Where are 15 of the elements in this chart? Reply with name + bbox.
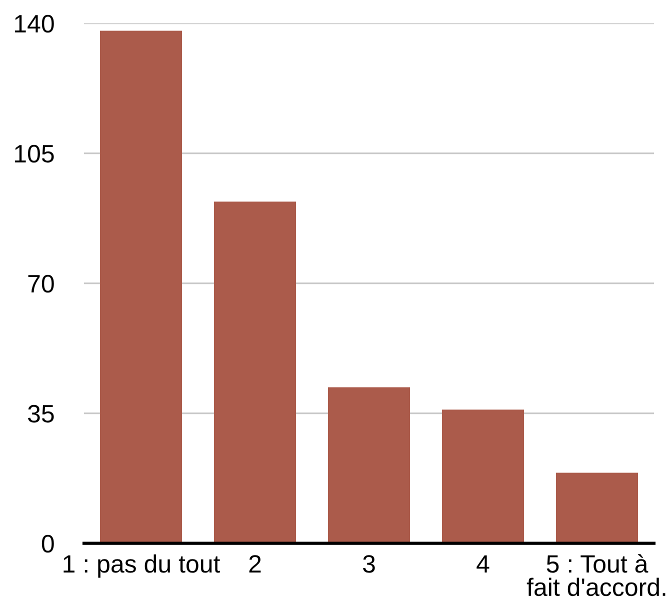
x-tick-label: 1 : pas du tout <box>64 554 220 578</box>
bar <box>214 202 296 544</box>
x-tick-label: 2 <box>249 555 261 573</box>
bar <box>100 30 182 544</box>
y-tick-label: 0 <box>42 534 54 553</box>
x-tick-label: 3 <box>363 555 375 573</box>
y-tick-label: 140 <box>15 14 54 33</box>
x-tick-label: 5 : Tout à fait d'accord. <box>526 554 666 596</box>
y-tick-label: 35 <box>28 404 54 423</box>
y-tick-label: 70 <box>28 274 54 293</box>
x-tick-label: 4 <box>476 555 490 573</box>
bar <box>442 410 524 544</box>
y-tick-label: 105 <box>15 144 54 163</box>
bar <box>556 472 638 544</box>
bar <box>328 387 410 544</box>
